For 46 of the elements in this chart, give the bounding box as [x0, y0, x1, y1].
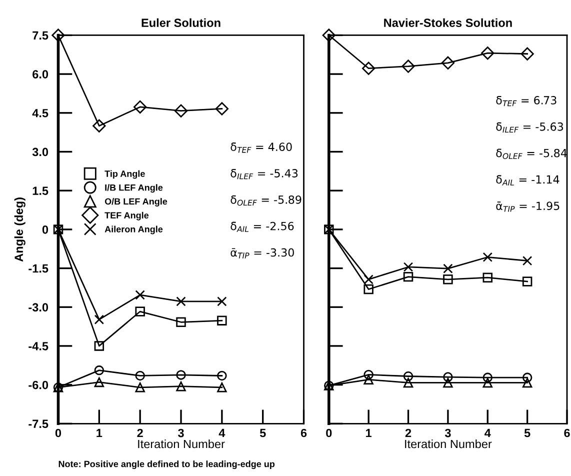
- y-tick-label: 1.5: [32, 186, 48, 195]
- x-axis-title: Iteration Number: [405, 440, 492, 448]
- chart-title: Euler Solution: [142, 18, 220, 28]
- y-tick-label: 4.5: [32, 109, 48, 118]
- annotation: δ̄$_{OLEF}$ = -5.89: [230, 195, 302, 206]
- x-tick-label: 4: [484, 428, 491, 438]
- x-axis-title: Iteration Number: [138, 440, 225, 448]
- legend-label: Tip Angle: [104, 170, 145, 179]
- y-tick-label: 6.0: [32, 70, 48, 78]
- y-tick-label: -1.5: [28, 264, 48, 273]
- x-tick-label: 2: [405, 428, 412, 438]
- y-tick-label: 7.5: [32, 31, 48, 40]
- x-tick-label: 3: [178, 428, 184, 438]
- legend-label: Aileron Angle: [104, 226, 163, 234]
- x-tick-label: 3: [444, 428, 451, 438]
- y-tick-label: -7.5: [28, 420, 48, 428]
- x-tick-label: 1: [96, 428, 102, 438]
- x-tick-label: 1: [366, 428, 372, 438]
- y-tick-label: -6.0: [28, 380, 48, 390]
- x-tick-label: 4: [218, 428, 226, 438]
- x-tick-label: 5: [260, 428, 266, 438]
- annotation: δ̄$_{TEF}$ = 6.73: [496, 96, 556, 106]
- y-tick-label: 3.0: [32, 148, 48, 156]
- x-tick-label: 6: [300, 428, 307, 438]
- annotation: δ̄$_{ILEF}$ = -5.43: [230, 169, 298, 180]
- annotation: ᾱ$_{TIP}$ = -1.95: [496, 202, 560, 212]
- y-tick-label: -3.0: [28, 303, 48, 312]
- x-tick-label: 0: [326, 428, 332, 438]
- text: Note: Positive angle defined to be leading-edge up: [58, 460, 275, 469]
- x-tick-label: 2: [137, 428, 143, 438]
- x-tick-label: 5: [524, 428, 530, 438]
- annotation: δ̄$_{ILEF}$ = -5.63: [496, 122, 564, 132]
- annotation: ᾱ$_{TIP}$ = -3.30: [230, 248, 294, 258]
- x-tick-label: 0: [55, 428, 62, 438]
- legend-label: O/B LEF Angle: [104, 198, 168, 206]
- annotation: δ̄$_{OLEF}$ = -5.84: [496, 148, 567, 160]
- y-tick-label: -4.5: [28, 342, 48, 350]
- legend-label: TEF Angle: [104, 212, 149, 220]
- chart-title: Navier-Stokes Solution: [384, 18, 512, 28]
- y-axis-title: Angle (deg): [14, 198, 26, 262]
- annotation: δ̄$_{AIL}$ = -1.14: [496, 175, 560, 186]
- y-tick-label: 0: [42, 225, 48, 234]
- x-tick-label: 6: [564, 428, 570, 438]
- legend-label: I/B LEF Angle: [105, 184, 163, 193]
- annotation: δ̄$_{TEF}$ = 4.60: [230, 142, 292, 153]
- annotation: δ̄$_{AIL}$ = -2.56: [230, 222, 294, 232]
